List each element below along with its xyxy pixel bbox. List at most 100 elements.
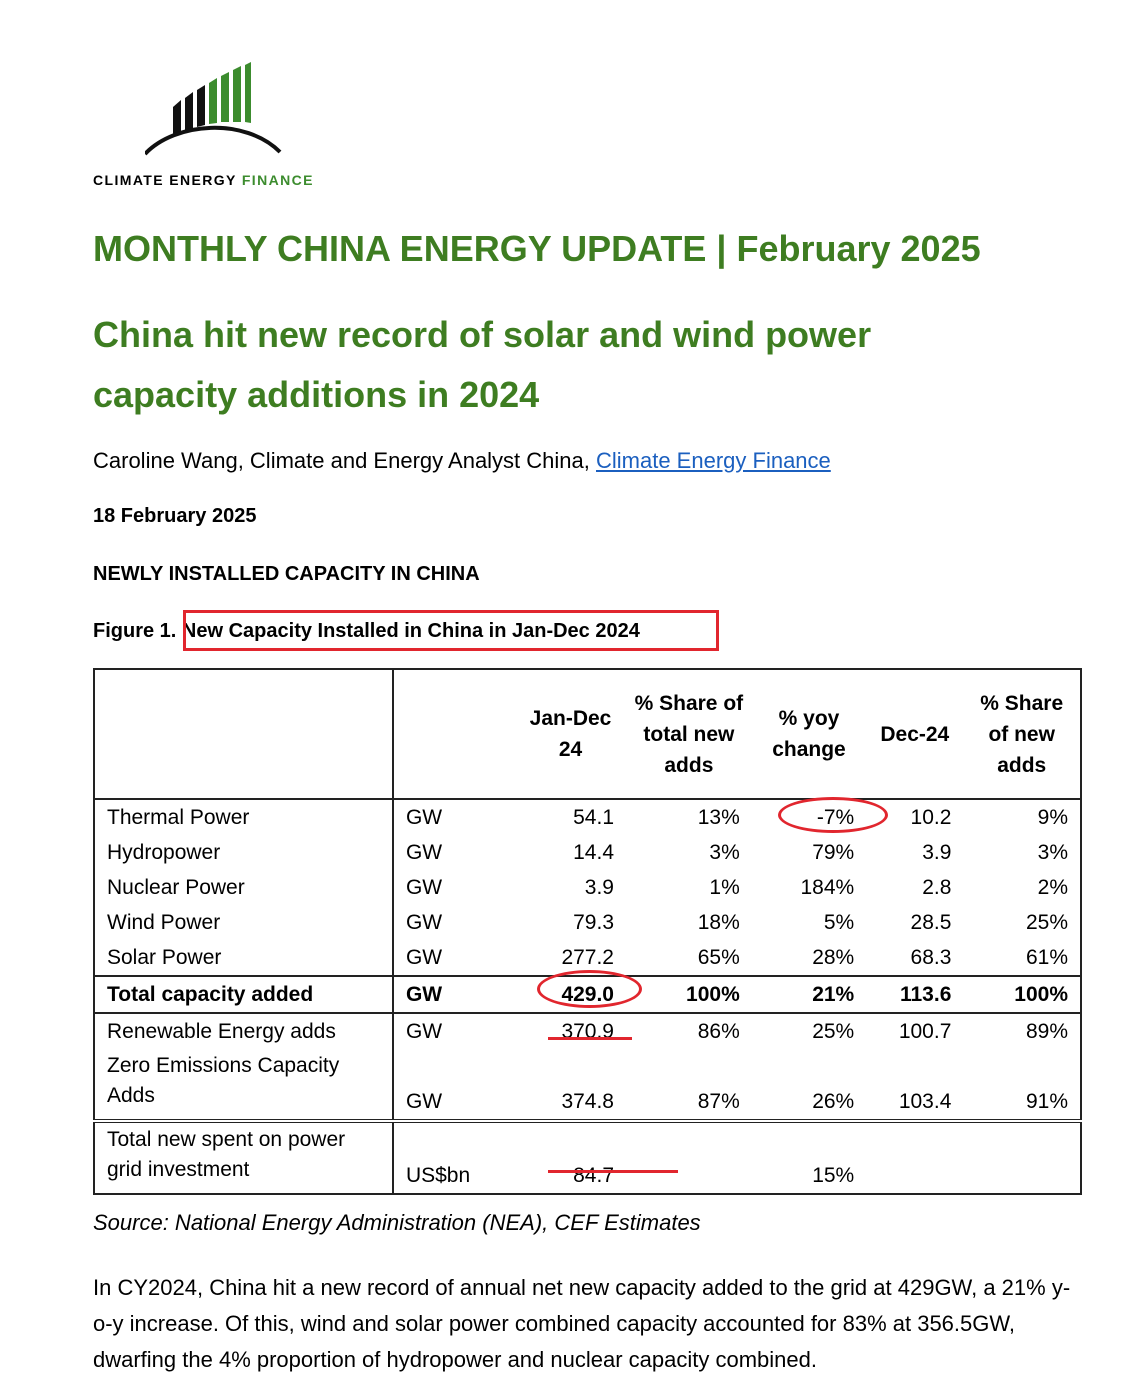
brand-dark: CLIMATE ENERGY [93, 172, 237, 188]
cell-jan-dec: 84.7 [515, 1119, 626, 1194]
cell-yoy: 15% [751, 1119, 867, 1194]
rising-bars-logo-icon [145, 62, 282, 156]
cell-jan-dec: 54.1 [573, 805, 614, 829]
brand-accent: FINANCE [241, 172, 314, 188]
table-row: Hydropower GW 14.4 3% 79% 3.9 3% [94, 835, 1081, 870]
row-label: Total capacity added [94, 975, 394, 1014]
header-jan-dec: Jan-Dec 24 [515, 669, 626, 800]
table-row: Thermal Power GW 54.1 13% -7% 10.2 9% [94, 799, 1081, 835]
cell-dec24: 3.9 [922, 840, 952, 864]
cell-share-new [963, 1119, 1081, 1194]
row-unit: GW [405, 805, 443, 829]
total-capacity-circle [537, 970, 642, 1008]
header-category [94, 669, 394, 800]
cell-share-new: 91% [1025, 1090, 1068, 1113]
cell-share-new: 100% [963, 975, 1081, 1014]
header-yoy: % yoy change [751, 669, 867, 800]
table-header-row: Jan-Dec 24 % Share of total new adds % y… [94, 669, 1081, 800]
thermal-yoy-circle [778, 797, 888, 833]
row-unit: GW [405, 840, 443, 864]
cell-jan-dec: 14.4 [573, 840, 614, 864]
cell-share-total: 65% [697, 945, 740, 969]
row-unit: US$bn [392, 1119, 516, 1194]
cell-share-total: 87% [697, 1090, 740, 1113]
table-row: Solar Power GW 277.2 65% 28% 68.3 61% [94, 940, 1081, 976]
row-unit: GW [405, 875, 443, 899]
row-unit: GW [405, 1090, 443, 1113]
cell-dec24: 10.2 [910, 805, 952, 829]
cell-dec24: 2.8 [922, 875, 952, 899]
cef-link[interactable]: Climate Energy Finance [596, 448, 831, 473]
cell-yoy: 26% [812, 1090, 855, 1113]
grid-investment-row: Total new spent on power grid investment… [94, 1119, 1081, 1194]
cell-yoy: 184% [800, 875, 855, 899]
cell-jan-dec: 79.3 [573, 910, 614, 934]
cell-share-total: 86% [697, 1019, 740, 1043]
row-unit: GW [405, 1019, 443, 1043]
cell-dec24: 113.6 [866, 975, 964, 1014]
body-paragraph: In CY2024, China hit a new record of ann… [93, 1275, 1071, 1372]
row-label: Wind Power [94, 905, 394, 940]
cell-dec24: 68.3 [910, 945, 952, 969]
cell-yoy: 5% [823, 910, 855, 934]
cell-yoy: 28% [812, 945, 855, 969]
cell-share-total [626, 1119, 752, 1194]
cell-share-total: 18% [697, 910, 740, 934]
figure-title: Figure 1. New Capacity Installed in Chin… [93, 620, 640, 643]
table-row: Nuclear Power GW 3.9 1% 184% 2.8 2% [94, 870, 1081, 905]
report-title: MONTHLY CHINA ENERGY UPDATE | February 2… [93, 228, 981, 269]
cell-share-new: 3% [1037, 840, 1068, 864]
report-date: 18 February 2025 [93, 505, 257, 527]
cell-dec24: 100.7 [898, 1019, 952, 1043]
row-label: Thermal Power [94, 799, 394, 835]
cell-yoy: 25% [812, 1019, 855, 1043]
row-label: Total new spent on power grid investment [94, 1119, 394, 1194]
cell-share-total: 100% [626, 975, 752, 1014]
cell-share-new: 9% [1037, 805, 1068, 829]
cell-jan-dec: 3.9 [584, 875, 614, 899]
figure-label: Figure 1. [93, 620, 177, 642]
section-heading: NEWLY INSTALLED CAPACITY IN CHINA [93, 563, 480, 585]
grid-investment-underline [548, 1170, 678, 1173]
row-label: Solar Power [94, 940, 394, 976]
cell-dec24: 103.4 [898, 1090, 952, 1113]
cell-yoy: 79% [812, 840, 855, 864]
row-label: Hydropower [94, 835, 394, 870]
brand-wordmark: CLIMATE ENERGY FINANCE [93, 172, 314, 188]
zero-emissions-row: Zero Emissions Capacity Adds GW 374.8 87… [94, 1049, 1081, 1121]
cell-jan-dec: 370.9 [561, 1019, 614, 1043]
cef-logo: CLIMATE ENERGY FINANCE [93, 62, 343, 192]
header-unit [392, 669, 516, 800]
headline: China hit new record of solar and wind p… [93, 314, 872, 415]
cell-jan-dec: 374.8 [561, 1090, 614, 1113]
row-label: Renewable Energy adds [94, 1013, 394, 1049]
cell-share-total: 3% [709, 840, 740, 864]
source-note: Source: National Energy Administration (… [93, 1210, 701, 1235]
table-row: Wind Power GW 79.3 18% 5% 28.5 25% [94, 905, 1081, 940]
caption-highlight-box [183, 610, 719, 651]
author-line: Caroline Wang, Climate and Energy Analys… [93, 448, 831, 474]
cell-dec24 [866, 1119, 964, 1194]
row-unit: GW [392, 975, 516, 1014]
cell-share-new: 89% [1025, 1019, 1068, 1043]
header-share-total: % Share of total new adds [626, 669, 752, 800]
cell-yoy: 21% [751, 975, 867, 1014]
cell-jan-dec: 277.2 [561, 945, 614, 969]
cell-share-new: 25% [1025, 910, 1068, 934]
header-dec24: Dec-24 [866, 669, 964, 800]
cell-share-total: 1% [709, 875, 740, 899]
row-unit: GW [405, 945, 443, 969]
capacity-table: Jan-Dec 24 % Share of total new adds % y… [93, 668, 1082, 1195]
renewable-row: Renewable Energy adds GW 370.9 86% 25% 1… [94, 1013, 1081, 1049]
cell-dec24: 28.5 [910, 910, 952, 934]
author-text: Caroline Wang, Climate and Energy Analys… [93, 448, 596, 473]
row-unit: GW [405, 910, 443, 934]
cell-share-total: 13% [697, 805, 740, 829]
cell-share-new: 61% [1025, 945, 1068, 969]
row-label: Zero Emissions Capacity Adds [94, 1049, 394, 1121]
cell-share-new: 2% [1037, 875, 1068, 899]
header-share-new: % Share of new adds [963, 669, 1081, 800]
row-label: Nuclear Power [94, 870, 394, 905]
renewable-underline [548, 1037, 632, 1040]
figure-caption: New Capacity Installed in China in Jan-D… [181, 620, 640, 642]
